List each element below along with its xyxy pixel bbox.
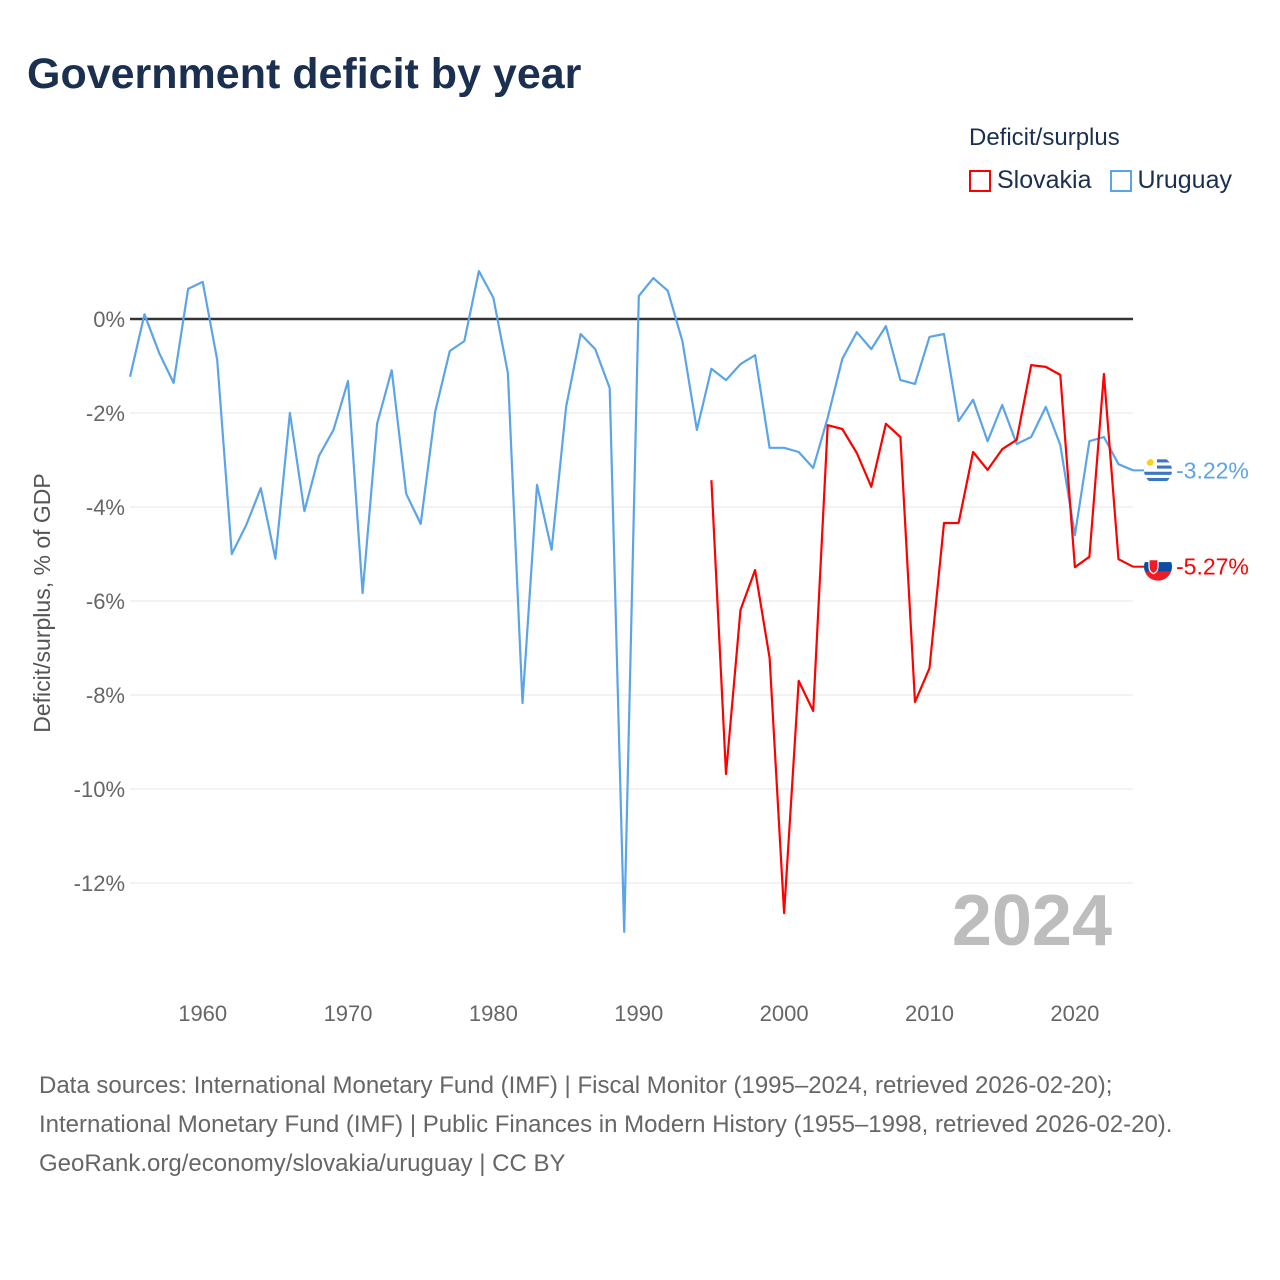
x-tick-label: 1970	[324, 1001, 373, 1026]
x-tick-label: 1980	[469, 1001, 518, 1026]
y-axis-label: Deficit/surplus, % of GDP	[29, 473, 55, 732]
line-chart: 0% -2% -4% -6% -8% -10% -12% 1960 1970 1980 1990 20…	[29, 270, 1249, 1026]
credit-link[interactable]: GeoRank.org/economy/slovakia/uruguay | C…	[39, 1150, 566, 1177]
y-tick-label: -10%	[74, 777, 125, 802]
x-tick-label: 2000	[760, 1001, 809, 1026]
x-tick-label: 1990	[614, 1001, 663, 1026]
flag-slovakia-icon	[1144, 552, 1172, 581]
y-tick-label: 0%	[93, 307, 125, 332]
y-tick-label: -4%	[86, 495, 125, 520]
y-tick-label: -6%	[86, 589, 125, 614]
x-tick-label: 2010	[905, 1001, 954, 1026]
y-tick-label: -12%	[74, 871, 125, 896]
y-tick-label: -2%	[86, 401, 125, 426]
y-tick-label: -8%	[86, 683, 125, 708]
series-line-slovakia	[710, 364, 1134, 915]
year-watermark: 2024	[952, 881, 1112, 961]
legend: Slovakia Uruguay	[969, 166, 1232, 195]
legend-swatch-uruguay	[1109, 169, 1132, 192]
flag-uruguay-icon	[1144, 456, 1172, 485]
legend-swatch-slovakia	[969, 169, 991, 192]
legend-item-slovakia[interactable]: Slovakia	[969, 166, 1092, 195]
x-tick-label: 2020	[1050, 1001, 1099, 1026]
data-sources: Data sources: International Monetary Fun…	[39, 1072, 1173, 1138]
legend-label: Uruguay	[1137, 166, 1233, 194]
chart-title: Government deficit by year	[27, 50, 582, 98]
legend-item-uruguay[interactable]: Uruguay	[1109, 166, 1233, 195]
x-tick-label: 1960	[178, 1001, 227, 1026]
series-line-uruguay	[128, 270, 1134, 934]
legend-title: Deficit/surplus	[969, 124, 1120, 151]
end-value-label: -5.27%	[1176, 554, 1249, 580]
legend-label: Slovakia	[997, 166, 1092, 194]
end-value-label: -3.22%	[1176, 457, 1249, 483]
footer: Data sources: International Monetary Fun…	[39, 1066, 1239, 1183]
